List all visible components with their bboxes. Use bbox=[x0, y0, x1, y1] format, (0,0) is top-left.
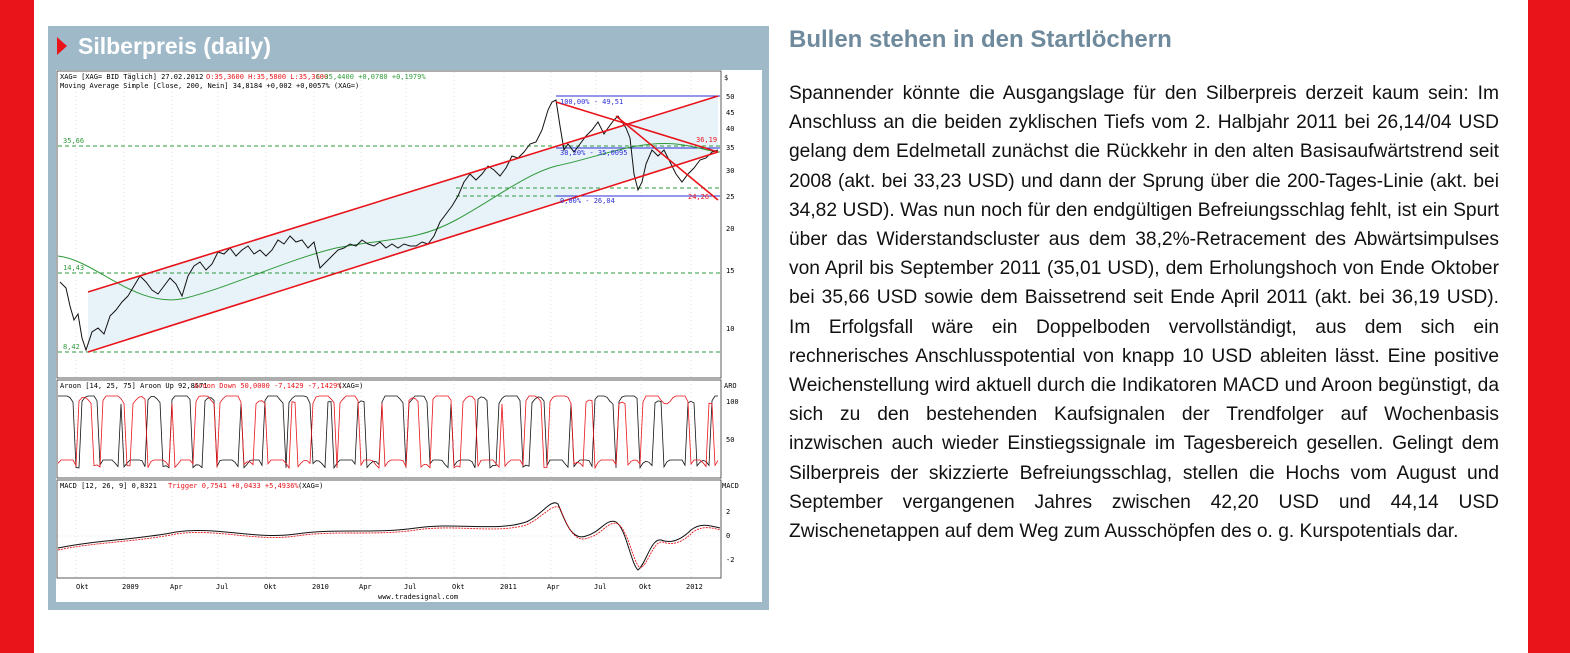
macd-line bbox=[57, 502, 721, 571]
macd-header: MACD [12, 26, 9] 0,8321 bbox=[60, 482, 157, 490]
chart-svg: XAG= [XAG= BID Täglich] 27.02.2012 Movin… bbox=[56, 70, 739, 601]
aroon-tick: 50 bbox=[726, 436, 734, 444]
red-arrow-icon bbox=[57, 37, 67, 55]
left-red-border bbox=[0, 0, 34, 653]
x-axis-label: Apr bbox=[170, 583, 183, 591]
silver-chart: XAG= [XAG= BID Täglich] 27.02.2012 Movin… bbox=[56, 70, 762, 602]
fibonacci-lines bbox=[556, 95, 720, 197]
x-axis-label: Okt bbox=[264, 583, 277, 591]
price-close: C:35,4400 +0,0780 +0,1979% bbox=[316, 73, 426, 81]
x-axis-label: Okt bbox=[639, 583, 652, 591]
x-axis: Okt 2009 Apr Jul Okt 2010 Apr Jul Okt 20… bbox=[76, 583, 703, 591]
price-axis: 50 45 40 35 30 25 20 15 10 bbox=[726, 93, 734, 333]
trend-channel-fill bbox=[88, 96, 718, 352]
price-tick: 15 bbox=[726, 267, 734, 275]
macd-tick: 2 bbox=[726, 508, 730, 516]
x-axis-label: 2012 bbox=[686, 583, 703, 591]
ma-header: Moving Average Simple [Close, 200, Nein]… bbox=[60, 82, 359, 90]
macd-trigger-line bbox=[57, 506, 721, 569]
macd-tick: 0 bbox=[726, 532, 730, 540]
aroon-axis-title: ARO bbox=[724, 382, 737, 390]
aroon-tag: (XAG=) bbox=[338, 382, 363, 390]
level-label-35: 35,66 bbox=[63, 137, 84, 145]
fib-label-382: 38,20% - 35,0095 bbox=[560, 149, 627, 157]
aroon-down-line bbox=[57, 395, 719, 470]
target-label-2: 24,26 bbox=[688, 193, 709, 201]
aroon-up-line bbox=[58, 395, 718, 470]
level-label-14: 14,43 bbox=[63, 264, 84, 272]
price-tick: 45 bbox=[726, 109, 734, 117]
panel-title: Silberpreis (daily) bbox=[78, 33, 272, 59]
article-body: Spannender könnte die Ausgangslage für d… bbox=[789, 83, 1499, 543]
currency-symbol: $ bbox=[724, 74, 728, 82]
macd-axis-title: MACD bbox=[722, 482, 739, 490]
price-tick: 25 bbox=[726, 193, 734, 201]
source-credit: www.tradesignal.com bbox=[378, 593, 458, 601]
macd-trigger-header: Trigger 0,7541 +0,0433 +5,4936% bbox=[168, 482, 299, 490]
x-axis-label: Jul bbox=[594, 583, 607, 591]
macd-tick: -2 bbox=[726, 556, 734, 564]
aroon-pane bbox=[56, 379, 722, 479]
x-axis-label: Okt bbox=[76, 583, 89, 591]
macd-pane bbox=[56, 479, 722, 579]
x-axis-label: Jul bbox=[216, 583, 229, 591]
aroon-down-header: Aroon Down 50,0000 -7,1429 -7,1429% bbox=[194, 382, 342, 390]
fib-label-0: 0,00% - 26,04 bbox=[560, 197, 615, 205]
fib-label-100: 100,00% - 49,51 bbox=[560, 98, 623, 106]
price-tick: 50 bbox=[726, 93, 734, 101]
price-header: XAG= [XAG= BID Täglich] 27.02.2012 bbox=[60, 73, 203, 81]
x-axis-label: Apr bbox=[359, 583, 372, 591]
target-label-1: 36,19 bbox=[696, 136, 717, 144]
price-ohlc: O:35,3600 H:35,5800 L:35,3600 bbox=[206, 73, 328, 81]
macd-tag: (XAG=) bbox=[298, 482, 323, 490]
x-axis-label: 2010 bbox=[312, 583, 329, 591]
price-tick: 30 bbox=[726, 167, 734, 175]
x-axis-label: Okt bbox=[452, 583, 465, 591]
right-red-border bbox=[1528, 0, 1570, 653]
price-tick: 40 bbox=[726, 125, 734, 133]
aroon-header: Aroon [14, 25, 75] Aroon Up 92,8571 bbox=[60, 382, 208, 390]
price-tick: 20 bbox=[726, 225, 734, 233]
x-axis-label: 2011 bbox=[500, 583, 517, 591]
article-headline: Bullen stehen in den Startlöchern bbox=[789, 26, 1172, 53]
price-tick: 35 bbox=[726, 144, 734, 152]
aroon-oscillator bbox=[57, 395, 719, 470]
x-axis-label: Jul bbox=[404, 583, 417, 591]
x-axis-label: 2009 bbox=[122, 583, 139, 591]
x-axis-label: Apr bbox=[547, 583, 560, 591]
price-tick: 10 bbox=[726, 325, 734, 333]
aroon-tick: 100 bbox=[726, 398, 739, 406]
level-label-8: 8,42 bbox=[63, 343, 80, 351]
trendlines bbox=[87, 95, 719, 353]
